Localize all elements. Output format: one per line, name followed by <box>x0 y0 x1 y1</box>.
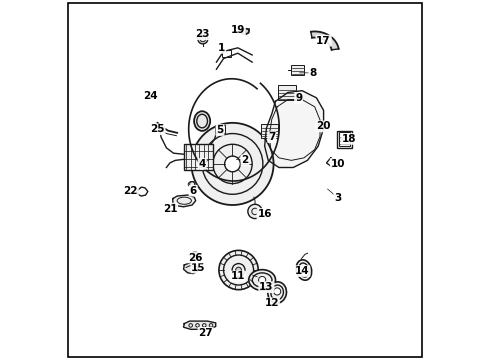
Bar <box>222 50 231 57</box>
Text: 6: 6 <box>190 186 197 196</box>
Circle shape <box>198 34 208 44</box>
Circle shape <box>192 123 273 205</box>
Text: 22: 22 <box>123 186 138 197</box>
Bar <box>184 144 213 170</box>
Bar <box>292 65 304 75</box>
Bar <box>278 85 296 100</box>
Text: 21: 21 <box>163 203 177 213</box>
Bar <box>339 132 350 146</box>
Bar <box>215 125 224 133</box>
Text: 19: 19 <box>231 25 245 35</box>
Circle shape <box>273 288 281 295</box>
Circle shape <box>219 250 258 290</box>
Text: 4: 4 <box>198 159 206 169</box>
Text: 23: 23 <box>195 29 209 39</box>
Text: 15: 15 <box>191 262 206 273</box>
Text: 2: 2 <box>242 156 248 165</box>
Text: 17: 17 <box>316 36 331 46</box>
Circle shape <box>259 276 266 284</box>
Circle shape <box>236 267 242 273</box>
Text: 1: 1 <box>218 43 225 53</box>
Polygon shape <box>173 195 196 207</box>
Text: 13: 13 <box>259 282 274 292</box>
Bar <box>337 131 352 148</box>
Ellipse shape <box>190 252 200 259</box>
Polygon shape <box>326 158 337 167</box>
Text: 26: 26 <box>188 252 202 262</box>
Polygon shape <box>184 263 198 274</box>
Ellipse shape <box>296 260 312 280</box>
Polygon shape <box>184 321 216 329</box>
Ellipse shape <box>249 270 275 291</box>
Text: 11: 11 <box>231 271 245 282</box>
Text: 3: 3 <box>334 193 342 203</box>
Text: 24: 24 <box>143 91 158 101</box>
Text: 18: 18 <box>342 134 356 144</box>
Ellipse shape <box>194 111 210 131</box>
Bar <box>261 123 278 138</box>
Text: 27: 27 <box>198 328 213 338</box>
Circle shape <box>248 204 262 219</box>
Text: 9: 9 <box>295 93 302 103</box>
Polygon shape <box>311 31 339 50</box>
Text: 7: 7 <box>268 132 275 142</box>
Text: 25: 25 <box>150 124 165 134</box>
Text: 14: 14 <box>295 266 310 276</box>
Circle shape <box>224 156 241 172</box>
Text: 5: 5 <box>217 125 223 135</box>
Text: 20: 20 <box>317 121 331 131</box>
Text: 10: 10 <box>331 159 345 169</box>
Ellipse shape <box>268 282 287 303</box>
Polygon shape <box>242 28 249 34</box>
Text: 12: 12 <box>265 298 279 308</box>
Text: 8: 8 <box>309 68 317 78</box>
Polygon shape <box>265 91 323 167</box>
Text: 16: 16 <box>257 209 272 219</box>
Ellipse shape <box>188 181 196 187</box>
